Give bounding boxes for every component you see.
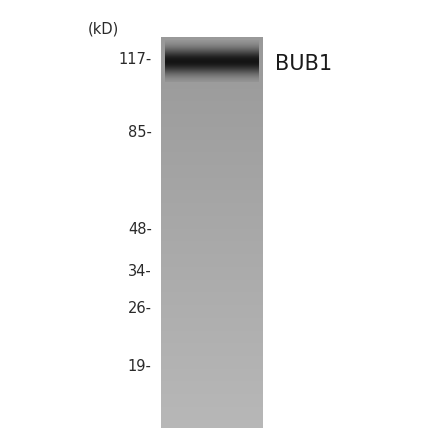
Text: BUB1: BUB1 [275,54,332,74]
Text: 26-: 26- [128,301,152,316]
Text: 117-: 117- [118,52,152,67]
Text: 34-: 34- [128,264,152,279]
Text: (kD): (kD) [88,21,119,36]
Text: 48-: 48- [128,222,152,237]
Text: 19-: 19- [128,359,152,374]
Text: 85-: 85- [128,125,152,140]
